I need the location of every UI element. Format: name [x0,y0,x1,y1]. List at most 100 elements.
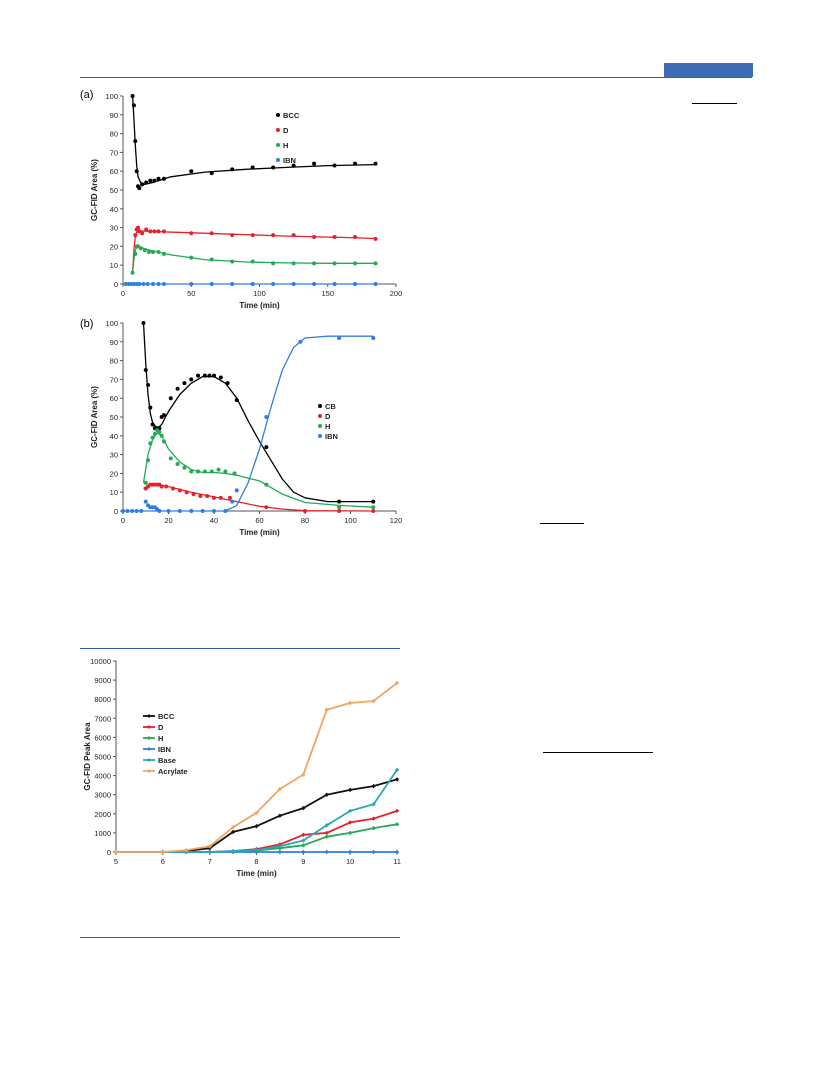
series-h-point [113,849,119,855]
series-bcc-point [371,783,376,789]
series-cb-point [182,381,187,386]
series-d-point [184,490,189,495]
series-d-point [143,486,148,491]
series-cb-point [159,415,164,419]
series-d-point [136,225,141,230]
y-tick-label: 40 [110,432,118,441]
y-tick-label: 40 [110,205,118,214]
legend-label: IBN [283,156,296,165]
figure-rule [80,937,400,938]
chart-1: 0 10 20 30 40 50 60 70 80 90 100 0 20 40 60 80 100 120 Tim… [90,319,402,537]
series-ibn-point [184,849,189,855]
legend-marker [147,714,151,718]
series-h-point [353,261,358,266]
series-bcc-point [301,805,306,811]
series-d-point [184,849,189,855]
series-cb-point [161,413,166,418]
series-ibn-point [130,509,135,513]
series-bcc-point [161,176,166,181]
series-ibn-point [332,282,337,286]
series-d-point [207,849,212,855]
legend-marker [147,758,151,762]
series-ibn-point [151,282,156,286]
series-d-point [133,233,138,238]
series-acrylate-point [301,772,306,777]
series-ibn-point [189,509,194,513]
y-tick-label: 30 [110,224,118,233]
series-d-line [131,230,376,273]
series-d-point [230,848,236,854]
series-ibn-point [137,282,142,286]
legend-marker [318,414,322,418]
series-ibn-point [230,849,236,855]
y-tick-label: 1000 [94,829,111,838]
series-h-point [373,261,378,266]
series-acrylate-point [324,707,329,712]
legend-marker [276,143,280,147]
x-tick-label: 120 [390,516,403,525]
series-base-point [277,844,283,849]
series-cb-point [196,373,201,378]
series-ibn-point [394,849,400,855]
series-cb-point [337,499,342,504]
y-tick-label: 30 [110,451,118,460]
series-ibn-point [161,282,166,286]
series-h-point [146,250,151,255]
y-tick-label: 100 [105,319,118,328]
series-bcc-point [207,845,212,851]
series-h-point [189,469,194,474]
series-ibn-point [156,282,161,286]
legend-label: Acrylate [158,767,188,776]
series-d-point [144,227,149,232]
header-rule [80,77,752,78]
series-ibn-point [123,282,128,286]
series-h-point [394,822,400,827]
series-d-point [324,830,329,836]
x-tick-label: 11 [393,857,401,866]
series-acrylate-point [371,698,376,704]
series-d-point [157,482,162,487]
series-d-point [148,229,153,234]
series-h-point [209,257,214,262]
series-acrylate-point [113,849,119,855]
x-tick-label: 10 [346,857,354,866]
series-ibn-point [126,282,131,286]
series-bcc-point [131,103,136,108]
series-h-point [152,431,157,436]
series-bcc-point [136,184,141,189]
series-acrylate-line [116,682,398,853]
legend-label: Base [158,756,176,765]
series-d-point [137,229,142,234]
series-d-point [140,231,145,236]
series-d-point [198,493,203,498]
y-tick-label: 6000 [94,733,111,742]
legend-marker [276,113,280,117]
series-cb-point [202,373,207,378]
series-h-point [143,480,148,485]
chart-0: 0 10 20 30 40 50 60 70 80 90 100 0 50 100 150 200 Time (… [90,92,402,310]
series-h-point [277,845,283,851]
series-d-point [291,233,296,238]
legend-label: BCC [158,712,175,721]
series-bcc-point [277,813,283,818]
legend-label: H [325,422,330,431]
series-cb-point [207,373,212,378]
series-d-point [227,495,232,500]
panel-label-a: (a) [80,89,94,101]
chart-2: 0 1000 2000 3000 4000 5000 6000 7000 8000 9000 100… [83,657,401,878]
series-d-point [152,229,157,234]
series-h-point [130,270,135,275]
series-h-point [157,430,162,435]
series-bcc-point [156,176,161,181]
series-d-point [191,492,196,497]
series-d-point [230,233,235,238]
series-d-point [271,233,276,238]
series-d-point [159,484,164,489]
series-cb-point [225,381,230,386]
series-d-point [205,493,210,498]
series-d-point [171,486,176,491]
series-ibn-point [324,849,329,855]
series-h-point [209,469,214,474]
legend-marker [147,736,151,740]
series-ibn-point [312,282,317,286]
